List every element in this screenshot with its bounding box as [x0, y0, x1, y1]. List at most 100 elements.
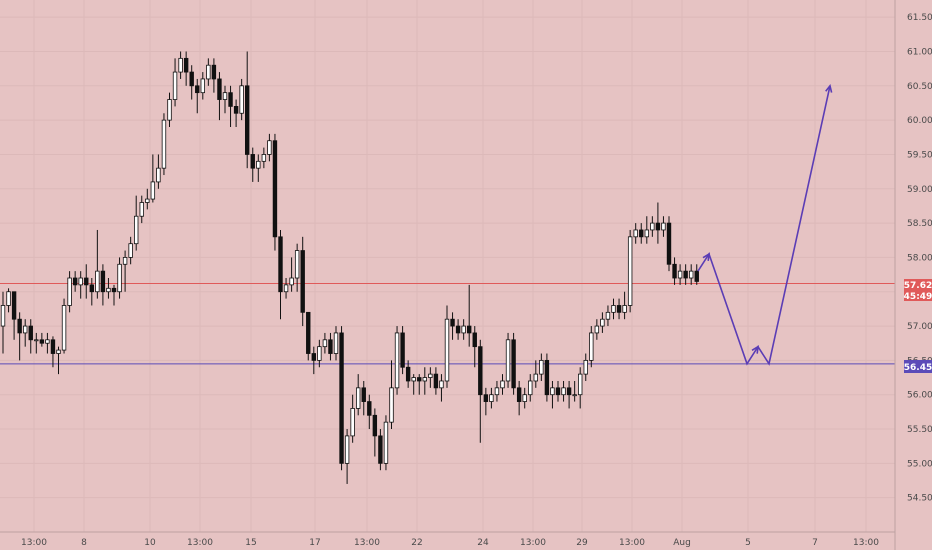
x-tick-label: 8 [81, 538, 87, 548]
candle [100, 264, 106, 306]
candle-body-up [428, 373, 433, 378]
candle [139, 195, 144, 224]
candle [233, 99, 239, 127]
projection-path[interactable] [697, 85, 831, 366]
candle-body-up [45, 339, 50, 344]
candle-body-down [544, 359, 550, 396]
candle-body-down [639, 229, 644, 238]
candle [655, 202, 661, 244]
x-tick-label: 13:00 [187, 538, 213, 548]
x-tick-label: 24 [477, 538, 489, 548]
candle-body-down [655, 222, 661, 231]
candle-body-down [339, 332, 344, 464]
candle [89, 278, 94, 306]
candle-body-up [561, 387, 566, 396]
candle [455, 319, 461, 340]
candle [694, 264, 699, 285]
candle [289, 257, 294, 292]
candle [544, 353, 550, 402]
candle [372, 408, 378, 457]
candle [483, 387, 489, 416]
time-axis[interactable]: 13:00 8 10 13:00 15 17 13:00 22 24 13:00 29 13:00 Au… [21, 538, 879, 548]
candle [34, 332, 39, 354]
candle-body-up [627, 236, 633, 306]
candle-body-down [405, 366, 411, 382]
candle [183, 51, 189, 86]
candle [122, 250, 128, 292]
candle [378, 429, 383, 471]
candle-body-up [611, 305, 616, 313]
candle-body-up [6, 291, 11, 306]
candle [56, 346, 61, 375]
candle-body-up [261, 154, 267, 162]
candle-body-up [355, 387, 361, 409]
candle [533, 360, 538, 388]
candle-body-down [17, 318, 22, 334]
candle-body-down [244, 85, 250, 155]
candle-body-down [50, 339, 56, 354]
candle [195, 78, 200, 114]
y-tick-label: 55.50 [907, 425, 932, 435]
candle-body-down [367, 401, 372, 416]
y-tick-label: 61.00 [907, 47, 932, 57]
candle [306, 311, 311, 361]
candle-body-up [661, 222, 666, 231]
candle-body-down [328, 339, 333, 354]
candle [211, 58, 217, 93]
candle-body-down [100, 270, 106, 293]
candle-body-up [267, 140, 272, 155]
candle [256, 154, 261, 182]
candle [317, 339, 322, 368]
projection-layer [697, 83, 833, 366]
x-tick-label: Aug [673, 538, 691, 548]
candle-body-up [578, 373, 583, 396]
candle [561, 380, 566, 402]
candle [17, 312, 22, 361]
candle [45, 332, 50, 354]
candle-body-up [206, 64, 211, 80]
candle [583, 353, 588, 381]
candle [605, 305, 611, 327]
candle [627, 229, 633, 313]
candle-body-up [644, 229, 649, 238]
candle [405, 360, 411, 388]
candle [145, 188, 150, 210]
candle-body-up [461, 325, 466, 334]
candle-body-down [111, 287, 117, 293]
candle [383, 415, 389, 471]
candle [417, 374, 422, 395]
candle-body-up [145, 198, 150, 203]
y-tick-label: 56.00 [907, 391, 932, 401]
red-line-badge [904, 279, 932, 290]
candle [611, 298, 616, 320]
candle [589, 326, 594, 368]
candle [172, 58, 178, 107]
price-badges: 57.62 45:49 56.45 [904, 279, 932, 373]
candle-body-down [417, 377, 422, 382]
candle [361, 380, 366, 416]
projection-arrowhead [751, 345, 759, 354]
candle [511, 332, 516, 395]
candle-body-up [633, 229, 638, 238]
candle [594, 319, 600, 340]
candle-body-up [106, 287, 111, 293]
countdown-badge [904, 290, 932, 301]
candle-body-up [489, 394, 494, 402]
candle [156, 154, 161, 189]
candle [500, 374, 505, 395]
candle-body-down [616, 305, 622, 313]
projection-arrowhead [825, 83, 833, 93]
candle-body-up [289, 277, 294, 286]
price-axis[interactable]: 54.5055.0055.5056.0056.5057.0057.5058.00… [907, 13, 932, 504]
candle-body-up [34, 339, 39, 342]
candle-body-up [0, 305, 6, 327]
candle-body-up [161, 119, 167, 169]
candle-body-down [28, 325, 33, 341]
candle-body-up [61, 305, 67, 351]
candle-body-down [672, 263, 677, 279]
candle [666, 216, 672, 272]
candle-body-up [344, 435, 350, 464]
candle [50, 336, 56, 368]
